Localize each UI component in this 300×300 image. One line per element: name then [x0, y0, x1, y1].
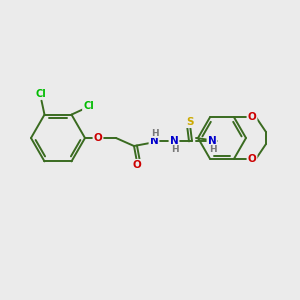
Text: N: N: [169, 136, 178, 146]
Text: H: H: [171, 145, 179, 154]
Text: O: O: [248, 154, 256, 164]
Text: H: H: [209, 145, 217, 154]
Text: N: N: [150, 136, 158, 146]
Text: H: H: [151, 128, 159, 137]
Text: Cl: Cl: [35, 88, 46, 99]
Text: Cl: Cl: [83, 100, 94, 111]
Text: O: O: [248, 112, 256, 122]
Text: O: O: [94, 133, 102, 143]
Text: S: S: [186, 117, 194, 127]
Text: O: O: [133, 160, 141, 170]
Text: N: N: [208, 136, 216, 146]
